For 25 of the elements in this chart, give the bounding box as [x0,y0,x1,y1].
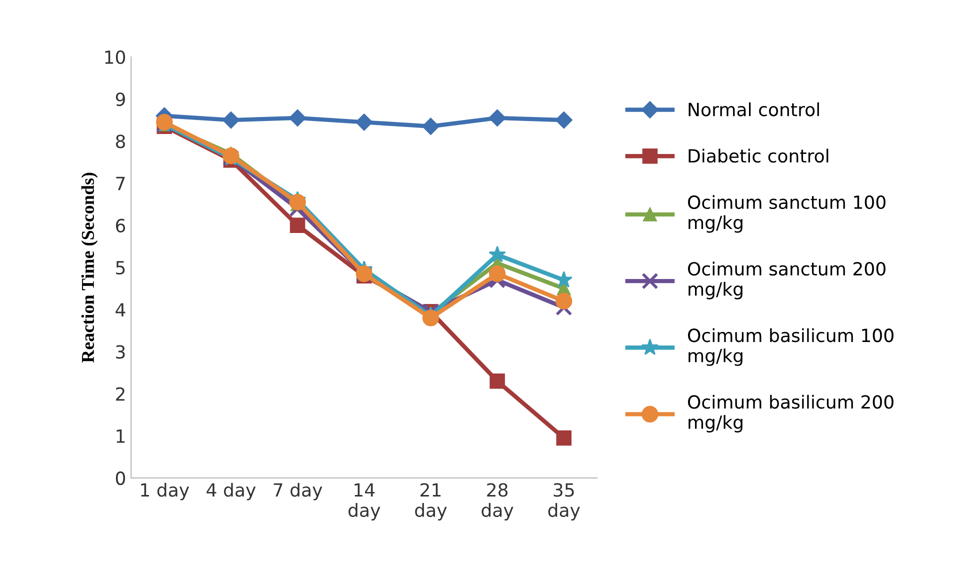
y-tick-label: 2 [116,387,124,401]
x-tick-label: 14 day [348,483,380,521]
y-tick-label: 6 [116,218,126,232]
y-tick-label: 4 [116,303,126,316]
legend-label: Ocimum basilicum 100 mg/kg [688,328,894,366]
legend-label: Diabetic control [688,148,828,163]
legend-label: Ocimum basilicum 200 mg/kg [688,394,894,433]
y-tick-label: 9 [116,92,125,106]
y-axis-title: Reaction Time (Seconds) [81,172,98,363]
y-tick-label: 0 [116,471,126,486]
y-tick-label: 10 [105,50,126,64]
x-tick-label: 1 day [141,482,190,500]
x-tick-label: 28 day [482,483,514,521]
y-tick-label: 3 [116,345,125,359]
legend-label: Ocimum sanctum 200 mg/kg [688,262,886,300]
x-tick-label: 7 day [274,482,322,500]
y-tick-label: 8 [116,134,125,148]
legend-label: Normal control [688,102,819,116]
x-tick-label: 35 day [548,483,580,521]
x-tick-label: 21 day [415,483,447,521]
y-tick-label: 7 [116,176,125,190]
y-tick-label: 1 [116,430,125,443]
x-tick-label: 4 day [206,482,256,500]
legend-label: Ocimum sanctum 100 mg/kg [688,195,886,233]
y-tick-label: 5 [116,261,125,275]
